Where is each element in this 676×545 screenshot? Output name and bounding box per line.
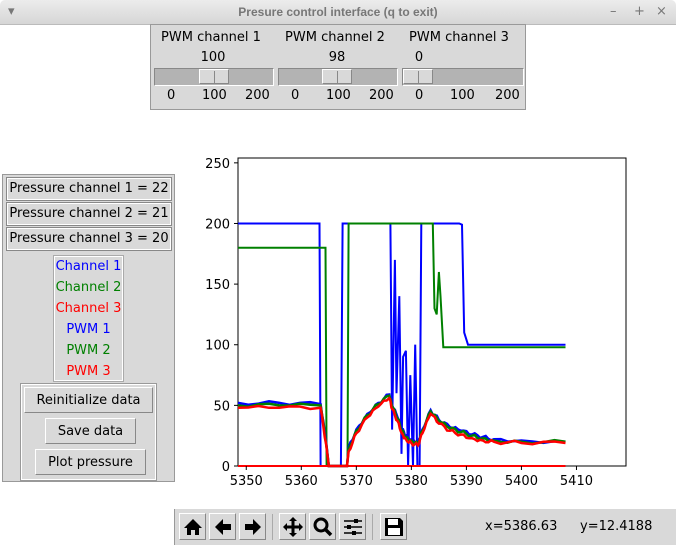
y-tick-label: 250 bbox=[205, 157, 230, 172]
save-icon bbox=[385, 518, 403, 536]
home-icon bbox=[184, 519, 202, 535]
pwm-channel-3: PWM channel 3 0 0 100 200 bbox=[399, 25, 524, 109]
forward-button[interactable] bbox=[239, 513, 266, 540]
tick: 0 bbox=[415, 88, 424, 103]
pwm-label: PWM channel 1 bbox=[161, 30, 261, 45]
pwm-slider-1[interactable] bbox=[154, 68, 274, 86]
tick: 0 bbox=[167, 88, 176, 103]
pwm-value: 100 bbox=[200, 50, 226, 65]
back-button[interactable] bbox=[209, 513, 236, 540]
legend-item: PWM 3 bbox=[66, 364, 111, 379]
plot-pressure-button[interactable]: Plot pressure bbox=[35, 449, 146, 475]
slider-handle[interactable] bbox=[322, 69, 353, 84]
pwm-channel-2: PWM channel 2 98 0 100 200 bbox=[275, 25, 398, 109]
forward-icon bbox=[245, 519, 261, 535]
left-panel: Pressure channel 1 = 22 Pressure channel… bbox=[2, 174, 175, 482]
series-line-channel-1 bbox=[237, 393, 566, 468]
y-tick-label: 100 bbox=[205, 339, 230, 354]
legend-item: Channel 2 bbox=[55, 280, 122, 295]
pwm-label: PWM channel 3 bbox=[409, 30, 509, 45]
back-icon bbox=[215, 519, 231, 535]
x-tick-label: 5390 bbox=[450, 474, 483, 489]
pan-icon bbox=[283, 517, 303, 537]
legend-item: Channel 1 bbox=[55, 259, 122, 274]
navigation-toolbar: x=5386.63 y=12.4188 bbox=[174, 509, 676, 545]
save-data-button[interactable]: Save data bbox=[45, 418, 136, 444]
tick: 100 bbox=[326, 88, 351, 103]
close-button[interactable]: × bbox=[656, 4, 667, 19]
minimize-button[interactable]: – bbox=[610, 4, 617, 19]
save-figure-button[interactable] bbox=[380, 513, 407, 540]
series-line-pwm-1 bbox=[238, 222, 566, 467]
x-tick-label: 5400 bbox=[505, 474, 538, 489]
button-group: Reinitialize data Save data Plot pressur… bbox=[20, 383, 157, 481]
title-bar: ▾ Presure control interface (q to exit) … bbox=[0, 0, 676, 25]
slider-handle[interactable] bbox=[403, 69, 433, 84]
y-tick-label: 200 bbox=[205, 217, 230, 232]
series-line-channel-3 bbox=[237, 396, 566, 468]
legend-item: PWM 2 bbox=[66, 343, 111, 358]
legend-item: Channel 3 bbox=[55, 301, 122, 316]
x-tick-label: 5360 bbox=[285, 474, 318, 489]
y-coordinate-readout: y=12.4188 bbox=[580, 519, 653, 534]
legend-item: PWM 1 bbox=[66, 322, 111, 337]
y-tick-label: 50 bbox=[213, 399, 230, 414]
zoom-icon bbox=[313, 517, 333, 537]
pwm-value: 0 bbox=[414, 50, 424, 65]
reinitialize-data-button[interactable]: Reinitialize data bbox=[24, 387, 153, 413]
x-tick-label: 5410 bbox=[560, 474, 593, 489]
tick: 200 bbox=[495, 88, 520, 103]
pan-button[interactable] bbox=[279, 513, 306, 540]
x-tick-label: 5350 bbox=[230, 474, 263, 489]
x-coordinate-readout: x=5386.63 bbox=[485, 519, 558, 534]
pwm-slider-3[interactable] bbox=[402, 68, 524, 86]
window-menu-icon[interactable]: ▾ bbox=[8, 4, 15, 19]
configure-button[interactable] bbox=[339, 513, 366, 540]
tick: 100 bbox=[202, 88, 227, 103]
x-tick-label: 5370 bbox=[340, 474, 373, 489]
tick: 0 bbox=[291, 88, 300, 103]
pressure-channel-1: Pressure channel 1 = 22 bbox=[6, 177, 172, 201]
tick: 100 bbox=[450, 88, 475, 103]
pwm-slider-2[interactable] bbox=[278, 68, 398, 86]
series-line-channel-2 bbox=[237, 394, 566, 468]
pressure-channel-3: Pressure channel 3 = 20 bbox=[6, 227, 172, 251]
x-tick-label: 5380 bbox=[395, 474, 428, 489]
tick: 200 bbox=[245, 88, 270, 103]
zoom-button[interactable] bbox=[309, 513, 336, 540]
y-tick-label: 0 bbox=[222, 460, 230, 475]
window-title: Presure control interface (q to exit) bbox=[238, 5, 438, 19]
maximize-button[interactable]: + bbox=[634, 4, 645, 19]
pressure-channel-2: Pressure channel 2 = 21 bbox=[6, 202, 172, 226]
home-button[interactable] bbox=[179, 513, 206, 540]
slider-handle[interactable] bbox=[199, 69, 229, 84]
pwm-label: PWM channel 2 bbox=[285, 30, 385, 45]
legend: Channel 1 Channel 2 Channel 3 PWM 1 PWM 2 PWM… bbox=[53, 255, 124, 382]
pwm-panel: PWM channel 1 100 0 100 200 PWM channel 2 … bbox=[150, 24, 526, 110]
pwm-channel-1: PWM channel 1 100 0 100 200 bbox=[151, 25, 274, 109]
pwm-value: 98 bbox=[328, 50, 346, 65]
series-line-pwm-2 bbox=[238, 222, 566, 467]
tick: 200 bbox=[369, 88, 394, 103]
configure-icon bbox=[344, 519, 362, 535]
y-tick-label: 150 bbox=[205, 278, 230, 293]
plot-area bbox=[237, 157, 627, 467]
